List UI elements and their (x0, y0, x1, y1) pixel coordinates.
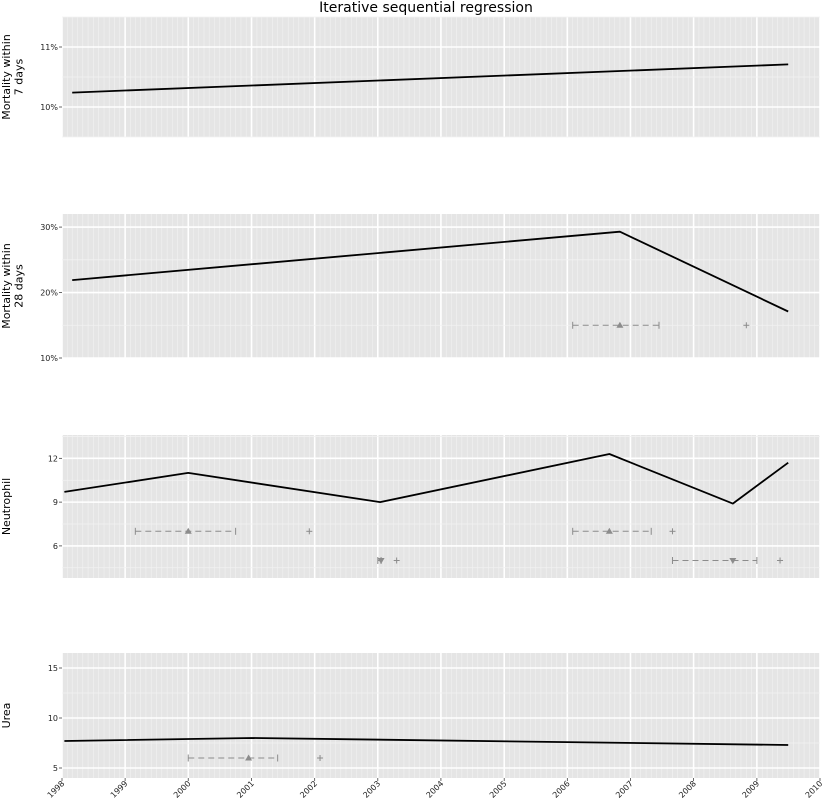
panel: 6 9 12 Neutrophil (0, 435, 821, 578)
y-axis-label: Mortality within28 days (0, 243, 26, 329)
panel: 10% 20% 30% Mortality within28 days (0, 214, 821, 363)
x-tick-label: 2003 (361, 779, 382, 800)
y-tick-label: 15 (48, 664, 58, 673)
x-tick-label: 2009 (741, 779, 762, 800)
y-tick-label: 12 (48, 454, 58, 463)
series-line (72, 63, 789, 94)
y-tick-label: 30% (40, 223, 58, 232)
y-axis-label: Mortality within7 days (0, 34, 26, 120)
breakpoint-estimate (616, 321, 624, 328)
y-tick-label: 10% (40, 103, 58, 112)
panel: 5 10 15 Urea (0, 653, 821, 778)
y-tick-label: 11% (40, 43, 58, 52)
x-tick-label: 2004 (425, 779, 446, 800)
series-line (64, 737, 789, 746)
panel: 10% 11% Mortality within7 days (0, 16, 821, 138)
breakpoint-estimate (729, 557, 737, 564)
series-line (72, 230, 789, 313)
y-tick-label: 6 (53, 542, 58, 551)
x-tick-label: 2001 (235, 779, 256, 800)
series-line (64, 453, 789, 505)
y-axis-label: Urea (0, 703, 13, 729)
breakpoint-estimate (184, 527, 192, 534)
x-tick-label: 2007 (614, 779, 635, 800)
y-axis-label: Neutrophil (0, 478, 13, 535)
chart-title: Iterative sequential regression (319, 0, 533, 16)
x-tick-label: 1998 (46, 779, 67, 800)
breakpoint-estimate (245, 754, 253, 761)
breakpoint-estimate (605, 527, 613, 534)
y-tick-label: 20% (40, 289, 58, 298)
x-tick-label: 2006 (551, 779, 572, 800)
breakpoint-estimate (377, 557, 385, 564)
y-tick-label: 10 (48, 714, 58, 723)
panels: 10% 11% Mortality within7 days 10% 20% 30% Mor… (0, 16, 824, 800)
x-tick-label: 2010 (804, 779, 824, 800)
y-tick-label: 9 (53, 498, 58, 507)
x-tick-label: 2008 (677, 779, 698, 800)
y-tick-label: 10% (40, 354, 58, 363)
y-tick-label: 5 (53, 764, 58, 773)
x-tick-label: 2000 (172, 779, 193, 800)
x-tick-label: 2005 (488, 779, 509, 800)
x-axis: 1998 1999 2000 2001 2002 2003 2004 2005 2006 2007… (46, 778, 824, 800)
x-tick-label: 2002 (298, 779, 319, 800)
x-tick-label: 1999 (109, 779, 130, 800)
